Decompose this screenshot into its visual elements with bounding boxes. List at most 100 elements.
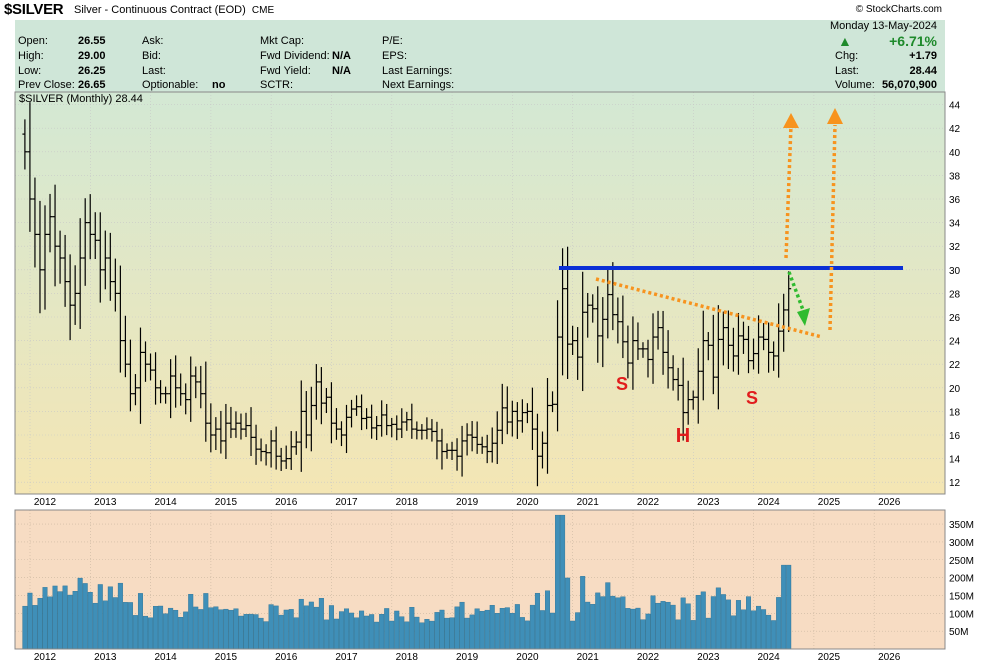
volume-bar [575,612,581,650]
volume-bar [328,605,334,650]
volume-bar [148,617,154,650]
volume-bar [414,616,420,650]
prevclose-label: Prev Close: [18,79,75,91]
volume-bar [313,606,319,650]
volume-bar [178,617,184,650]
volume-bar [605,582,611,650]
fwdyield-label: Fwd Yield: [260,65,311,77]
x-tick-label: 2024 [757,497,780,508]
price-tick-label: 38 [949,171,961,182]
volume-bar [776,597,782,650]
volume-bar [338,611,344,650]
volume-bar [389,620,395,650]
volume-bar [539,610,545,650]
volume-bar [464,617,470,650]
x-tick-label: 2016 [275,497,298,508]
x-tick-label: 2014 [154,497,177,508]
x-tick-label-vol: 2014 [154,652,177,663]
volume-bar [409,607,415,650]
volume-bar [635,607,641,650]
ask-label: Ask: [142,35,164,47]
volume-bar [484,609,490,650]
volume-bar [720,594,726,650]
volume-tick-label: 250M [949,556,974,567]
volume-bar [434,612,440,650]
volume-bar [233,608,239,650]
price-tick-label: 42 [949,124,961,135]
volume-bar [384,608,390,650]
x-tick-label: 2017 [335,497,358,508]
price-legend: $SILVER (Monthly) 28.44 [19,93,143,105]
volume-bar [253,614,259,650]
volume-tick-label: 300M [949,538,974,549]
fwdyield-value: N/A [332,65,351,77]
optionable-value: no [212,79,226,91]
volume-bar [570,620,576,650]
volume-bar [710,596,716,650]
target-arrow-2 [828,124,837,331]
volume-bar [62,585,68,650]
volume-bar [590,604,596,650]
price-tick-label: 14 [949,455,961,466]
volume-bar [680,597,686,650]
volume-bar [469,614,475,650]
volume-bar [213,606,219,650]
volume-bar [22,605,28,650]
volume-bar [293,617,299,650]
mktcap-label: Mkt Cap: [260,35,305,47]
volume-bar [97,584,103,650]
left-shoulder-label: S [616,374,628,394]
volume-bar [524,620,530,650]
eps-label: EPS: [382,50,408,62]
volume-bar [32,605,38,650]
volume-bar [208,607,214,650]
volume-bar [102,600,108,650]
volume-bar [514,604,520,650]
volume-bar [158,605,164,650]
volume-bar [439,609,445,650]
volume-bar [77,577,83,650]
volume-bar [449,617,455,650]
target-arrow-1 [784,124,793,259]
x-tick-label-vol: 2015 [215,652,238,663]
volume-bar [318,598,324,650]
price-tick-label: 22 [949,360,961,371]
x-tick-label-vol: 2016 [275,652,298,663]
volume-bar [333,618,339,650]
low-label: Low: [18,65,42,77]
volume-bar [630,608,636,650]
x-tick-label-vol: 2017 [335,652,358,663]
volume-bar [560,514,566,650]
volume-bar [494,613,500,650]
volume-value: 56,070,900 [881,79,937,91]
volume-bar [183,611,189,650]
chg-label: Chg: [835,50,859,62]
volume-panel-border [14,509,946,650]
volume-label: Volume: [835,79,875,91]
volume-bar [504,607,510,650]
x-tick-label-vol: 2022 [637,652,660,663]
volume-bar [163,613,169,650]
last-close-label: Last: [835,65,859,77]
volume-bar [655,602,661,650]
x-tick-label: 2018 [396,497,419,508]
price-tick-label: 28 [949,289,961,300]
x-tick-label: 2013 [94,497,117,508]
price-tick-label: 44 [949,101,961,112]
volume-bar [47,596,53,650]
volume-bar [112,597,118,650]
x-tick-label-vol: 2026 [878,652,901,663]
volume-bar [499,608,505,650]
volume-bar [198,609,204,650]
volume-bar [399,616,405,650]
x-tick-label: 2026 [878,497,901,508]
arrowhead-icon [797,308,810,326]
x-tick-label: 2012 [34,497,57,508]
volume-bar [268,604,274,650]
volume-bar [238,615,244,650]
volume-bar [705,617,711,650]
volume-bar [625,608,631,650]
volume-bar [580,576,586,650]
price-tick-label: 32 [949,242,961,253]
